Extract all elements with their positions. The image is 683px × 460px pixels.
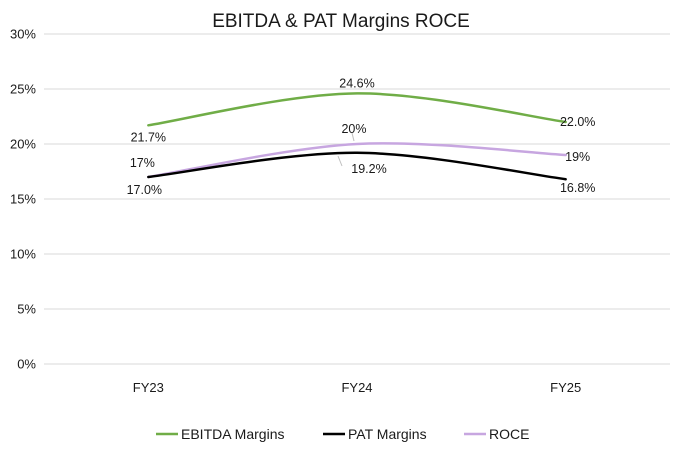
data-label: 22.0% xyxy=(560,115,595,129)
legend-item-pat-margins: PAT Margins xyxy=(323,426,427,442)
x-axis-ticks: FY23 FY24 FY25 xyxy=(133,380,581,395)
series-line-pat-margins xyxy=(147,151,567,181)
series-lines xyxy=(147,92,567,181)
y-tick-label: 20% xyxy=(10,137,36,152)
data-label: 16.8% xyxy=(560,181,595,195)
data-label: 19% xyxy=(565,150,590,164)
series-line-ebitda-margins xyxy=(147,92,567,127)
data-label: 19.2% xyxy=(351,162,386,176)
legend-label: EBITDA Margins xyxy=(181,426,284,442)
data-label: 24.6% xyxy=(339,76,374,90)
legend-item-ebitda-margins: EBITDA Margins xyxy=(156,426,284,442)
data-label: 17% xyxy=(130,156,155,170)
y-tick-label: 30% xyxy=(10,27,36,42)
leader-line xyxy=(351,132,355,142)
data-label: 21.7% xyxy=(131,130,166,144)
y-tick-label: 15% xyxy=(10,192,36,207)
leader-line xyxy=(337,155,343,167)
legend-label: ROCE xyxy=(489,426,529,442)
x-tick-label: FY24 xyxy=(341,380,372,395)
x-tick-label: FY23 xyxy=(133,380,164,395)
legend-label: PAT Margins xyxy=(348,426,427,442)
data-label: 17.0% xyxy=(127,183,162,197)
x-tick-label: FY25 xyxy=(550,380,581,395)
data-label: 20% xyxy=(341,122,366,136)
series-line-roce xyxy=(147,142,567,179)
legend: EBITDA Margins PAT Margins ROCE xyxy=(156,426,529,442)
y-tick-label: 10% xyxy=(10,247,36,262)
y-tick-label: 5% xyxy=(17,302,36,317)
y-tick-label: 0% xyxy=(17,357,36,372)
y-axis-ticks: 0% 5% 10% 15% 20% 25% 30% xyxy=(10,27,36,372)
y-tick-label: 25% xyxy=(10,82,36,97)
legend-item-roce: ROCE xyxy=(464,426,529,442)
data-labels: 21.7% 24.6% 22.0% 17.0% 19.2% 16.8% 17% 20% 19% xyxy=(127,76,596,197)
chart-title: EBITDA & PAT Margins ROCE xyxy=(212,11,470,32)
